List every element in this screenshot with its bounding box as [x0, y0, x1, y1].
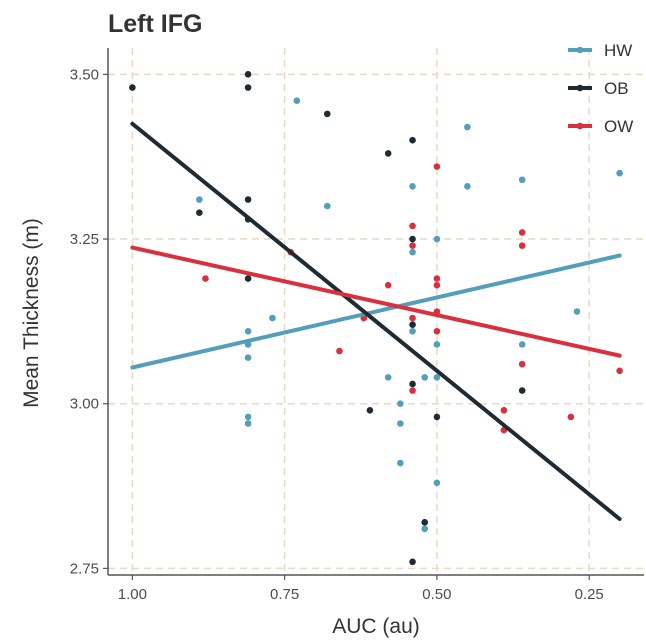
- y-axis-title: Mean Thickness (m): [20, 218, 43, 408]
- data-point-ob: [409, 380, 416, 388]
- data-point-hw: [518, 341, 526, 348]
- legend-dot-ob: [576, 84, 584, 92]
- data-point-ow: [433, 327, 441, 335]
- y-tick-label: 2.75: [70, 560, 99, 577]
- x-axis-title: AUC (au): [332, 615, 420, 638]
- data-point-ow: [500, 407, 508, 414]
- data-point-hw: [244, 420, 252, 427]
- data-point-ob: [433, 413, 441, 421]
- legend: HW OB OW: [568, 41, 633, 136]
- legend-label-hw: HW: [604, 41, 632, 60]
- legend-label-ob: OB: [604, 79, 629, 98]
- data-point-hw: [409, 327, 416, 335]
- data-point-hw: [397, 400, 404, 408]
- data-point-hw: [421, 374, 429, 381]
- data-point-ob: [366, 407, 374, 414]
- x-tick-label: 1.00: [118, 586, 147, 603]
- legend-label-ow: OW: [604, 117, 633, 136]
- data-point-hw: [433, 341, 441, 348]
- data-point-hw: [196, 196, 203, 203]
- data-point-ow: [433, 163, 441, 170]
- data-point-hw: [293, 97, 301, 104]
- data-point-hw: [433, 374, 441, 381]
- data-point-hw: [433, 479, 441, 487]
- legend-dot-hw: [576, 46, 584, 54]
- chart-title: Left IFG: [108, 10, 202, 38]
- data-points: [129, 71, 623, 566]
- data-point-ob: [409, 321, 416, 328]
- trend-line-ob: [130, 121, 622, 522]
- y-tick-label: 3.25: [70, 231, 99, 248]
- data-point-ow: [433, 281, 441, 289]
- data-point-ow: [518, 242, 526, 249]
- trend-line-hw: [130, 253, 622, 370]
- data-point-ob: [421, 519, 429, 526]
- data-point-hw: [244, 413, 252, 421]
- data-point-ow: [409, 387, 416, 394]
- y-tick-label: 3.50: [70, 66, 99, 83]
- data-point-ob: [518, 387, 526, 394]
- data-point-ow: [567, 413, 575, 421]
- data-point-ob: [409, 558, 416, 566]
- data-point-hw: [384, 374, 392, 381]
- data-point-ow: [384, 281, 392, 289]
- data-point-ow: [202, 275, 209, 282]
- x-tick-label: 0.25: [575, 586, 604, 603]
- data-point-ow: [433, 275, 441, 282]
- data-point-ob: [409, 235, 416, 243]
- data-point-hw: [464, 123, 471, 131]
- data-point-ob: [196, 209, 203, 216]
- data-point-hw: [616, 169, 623, 177]
- data-point-ow: [409, 222, 416, 230]
- y-tick-label: 3.00: [70, 396, 99, 413]
- data-point-hw: [244, 354, 252, 361]
- data-point-hw: [409, 183, 416, 190]
- data-point-ob: [244, 71, 252, 78]
- data-point-hw: [409, 248, 416, 256]
- data-point-hw: [518, 176, 526, 184]
- data-point-hw: [323, 202, 331, 210]
- data-point-hw: [421, 525, 429, 533]
- data-point-ob: [129, 84, 136, 91]
- data-point-hw: [464, 183, 471, 190]
- data-point-ob: [323, 110, 331, 118]
- data-point-hw: [269, 314, 276, 322]
- data-point-ow: [518, 229, 526, 236]
- tick-labels: 1.00 0.75 0.50 0.25 2.75 3.00 3.25 3.50: [70, 66, 604, 603]
- data-point-hw: [397, 459, 404, 467]
- data-point-ow: [409, 314, 416, 322]
- data-point-hw: [244, 327, 252, 335]
- legend-dot-ow: [576, 122, 584, 130]
- axes: [107, 48, 644, 576]
- trend-lines: [130, 121, 622, 522]
- data-point-hw: [397, 420, 404, 427]
- x-tick-label: 0.75: [270, 586, 299, 603]
- grid: [108, 48, 644, 575]
- data-point-ob: [384, 150, 392, 157]
- x-tick-label: 0.50: [422, 586, 451, 603]
- data-point-ow: [616, 367, 623, 375]
- data-point-ob: [244, 196, 252, 203]
- data-point-ow: [409, 242, 416, 249]
- data-point-ob: [244, 84, 252, 91]
- data-point-ow: [518, 360, 526, 368]
- data-point-ow: [336, 347, 343, 355]
- data-point-hw: [573, 308, 581, 315]
- trend-line-ow: [130, 245, 622, 358]
- data-point-ob: [244, 275, 252, 282]
- data-point-hw: [433, 235, 441, 243]
- data-point-ob: [409, 136, 416, 144]
